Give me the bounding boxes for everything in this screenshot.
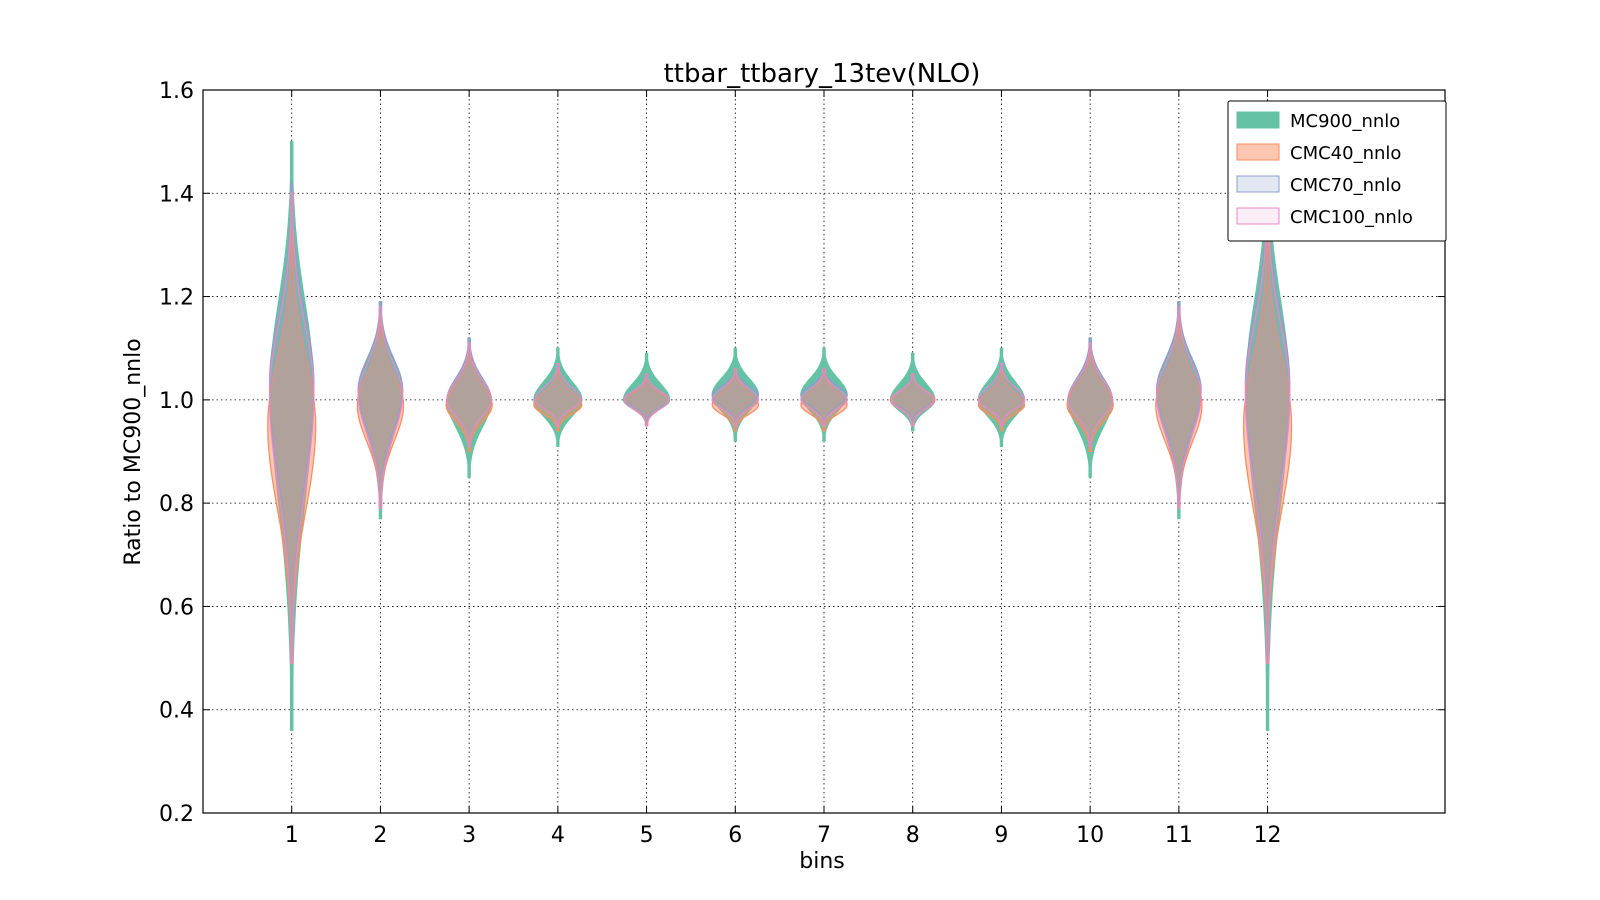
y-tick-label: 0.8: [159, 492, 194, 517]
x-tick-label: 9: [994, 823, 1008, 848]
violin-series: [268, 192, 1291, 664]
violin: [534, 363, 582, 427]
legend-label: CMC70_nnlo: [1290, 175, 1401, 196]
legend: MC900_nnlo CMC40_nnlo CMC70_nnlo CMC100_nnl…: [1227, 100, 1447, 242]
y-tick-label: 1.0: [159, 389, 194, 414]
violin-series: [268, 182, 1291, 659]
x-tick-label: 5: [640, 823, 654, 848]
violin: [977, 363, 1026, 427]
x-tick-label: 3: [462, 823, 476, 848]
violin: [533, 368, 583, 432]
y-tick-label: 1.4: [159, 182, 194, 207]
violin: [800, 368, 848, 432]
legend-box: [1227, 100, 1447, 242]
x-tick-label: 8: [906, 823, 920, 848]
violin: [445, 347, 493, 453]
violin-series: [269, 140, 1290, 732]
legend-label: CMC100_nnlo: [1290, 207, 1413, 228]
chart-title: ttbar_ttbary_13tev(NLO): [664, 59, 981, 89]
violin: [623, 373, 670, 427]
x-axis-label: bins: [799, 849, 844, 874]
violin: [1156, 306, 1202, 509]
violin: [1066, 347, 1114, 453]
violin: [357, 306, 404, 509]
legend-swatch: [1236, 175, 1280, 193]
y-tick-label: 1.2: [159, 286, 194, 311]
legend-swatch: [1236, 111, 1280, 129]
x-tick-label: 10: [1076, 823, 1104, 848]
violin: [268, 192, 315, 664]
x-tick-label: 11: [1165, 823, 1193, 848]
violin: [977, 368, 1026, 432]
legend-label: CMC40_nnlo: [1290, 143, 1401, 164]
legend-swatch: [1236, 143, 1280, 161]
y-tick-label: 0.2: [159, 802, 194, 827]
x-tick-label: 2: [373, 823, 387, 848]
violin: [711, 368, 760, 432]
violin: [1067, 342, 1113, 447]
x-tick-label: 6: [728, 823, 742, 848]
legend-swatch: [1236, 207, 1280, 225]
x-tick-label: 4: [551, 823, 565, 848]
legend-label: MC900_nnlo: [1290, 111, 1400, 132]
violins: [267, 140, 1293, 732]
y-tick-label: 1.6: [159, 79, 194, 104]
violin: [1244, 192, 1291, 664]
y-axis-label: Ratio to MC900_nnlo: [121, 338, 146, 565]
violin: [800, 368, 848, 427]
violin: [890, 373, 935, 427]
y-tick-label: 0.6: [159, 595, 194, 620]
x-tick-label: 1: [285, 823, 299, 848]
violin-series: [267, 228, 1293, 664]
violin: [711, 368, 759, 427]
x-tick-label: 12: [1254, 823, 1282, 848]
violin: [446, 342, 492, 447]
axis-ticks: 1 2 3 4 5 6 7 8 9 10 11 120.20.40.60.81.01.21.41.6: [159, 79, 1445, 848]
x-tick-label: 7: [817, 823, 831, 848]
y-tick-label: 0.4: [159, 699, 194, 724]
